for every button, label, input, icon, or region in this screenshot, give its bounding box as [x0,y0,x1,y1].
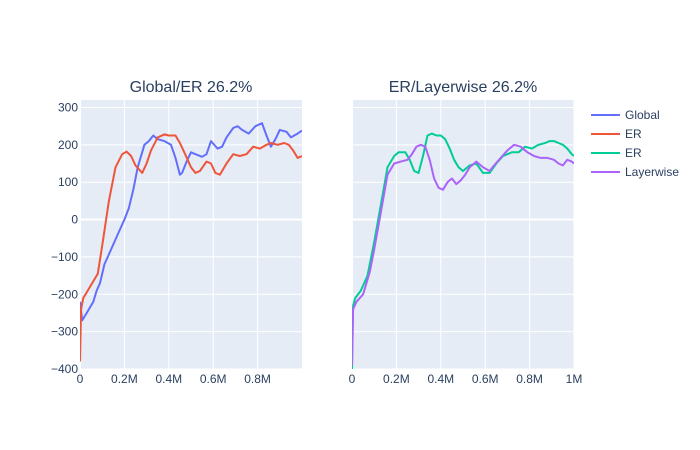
panel-title: ER/Layerwise 26.2% [389,79,538,96]
legend-label: ER [625,127,642,141]
x-tick-label: 0.8M [244,372,271,386]
panel-2: 0 0.2M 0.4M 0.6M 0.8M 1M ER/Layerwise 26.2% [349,79,583,386]
legend-label: ER [625,146,642,160]
legend-label: Global [625,108,660,122]
y-tick-label: −100 [51,250,78,264]
panel-1: 0 0.2M 0.4M 0.6M 0.8M3002001000−100−200−300−… [51,79,302,386]
legend-label: Layerwise [625,165,679,179]
y-tick-label: −200 [51,287,78,301]
y-tick-label: 300 [58,100,78,114]
x-tick-label: 0.2M [383,372,410,386]
panel-title: Global/ER 26.2% [130,79,253,96]
x-tick-label: 0.8M [516,372,543,386]
x-tick-label: 0.6M [472,372,499,386]
y-tick-label: −300 [51,325,78,339]
x-tick-label: 0 [349,372,356,386]
x-tick-label: 0.4M [155,372,182,386]
x-tick-label: 0.6M [200,372,227,386]
plot-background [352,100,574,369]
x-tick-label: 1M [566,372,583,386]
y-tick-label: 0 [71,213,78,227]
x-tick-label: 0.4M [427,372,454,386]
y-tick-label: −400 [51,362,78,376]
y-tick-label: 200 [58,138,78,152]
x-tick-label: 0.2M [111,372,138,386]
y-tick-label: 100 [58,175,78,189]
